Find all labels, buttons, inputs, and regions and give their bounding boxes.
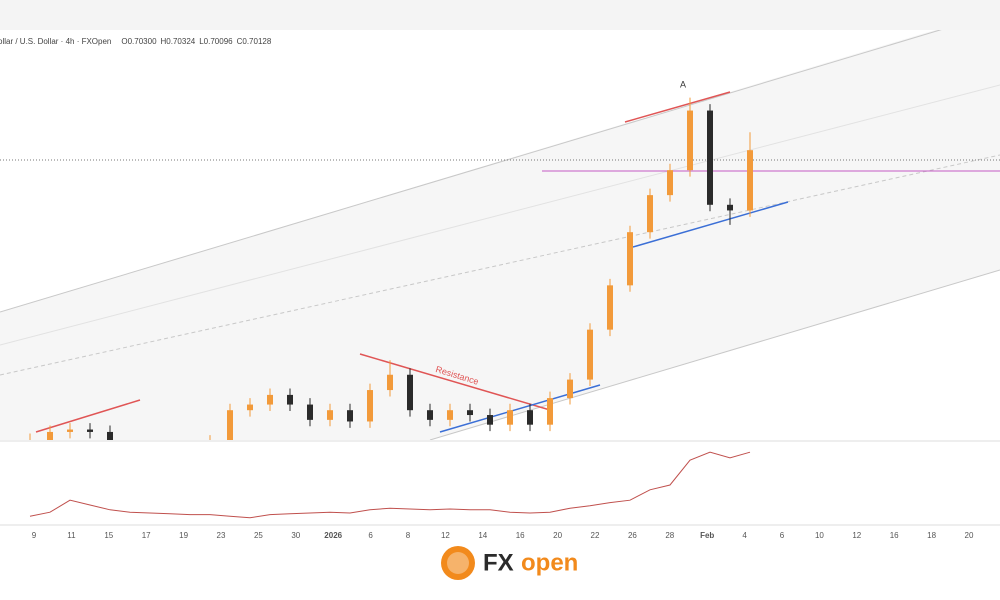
x-tick-label: 12: [852, 531, 861, 540]
x-tick-label: 30: [291, 531, 300, 540]
channel-inner: [0, 84, 1000, 346]
channel-lower: [429, 269, 1000, 440]
x-tick-label: 26: [628, 531, 637, 540]
x-tick-label: 10: [815, 531, 824, 540]
x-tick-label: 2026: [324, 531, 342, 540]
x-tick-label: 12: [441, 531, 450, 540]
candle-body: [367, 390, 373, 422]
candle-body: [327, 410, 333, 420]
brand-open: open: [521, 549, 578, 576]
candle-body: [147, 465, 153, 475]
x-axis: 9 11 15 17 19 23 25 30 2026 6 8 12 14 16 20 22 26 28 Feb 4 6…: [32, 531, 974, 540]
x-tick-label: 6: [368, 531, 373, 540]
candle-body: [167, 465, 173, 468]
candle-body: [127, 460, 133, 474]
x-tick-label: 25: [254, 531, 263, 540]
candle-body: [707, 110, 713, 205]
candle-body: [427, 410, 433, 420]
x-tick-label: 28: [665, 531, 674, 540]
candle-body: [687, 110, 693, 171]
x-tick-label: 18: [927, 531, 936, 540]
candle-body: [607, 285, 613, 330]
candle-body: [487, 415, 493, 425]
indicator-line: [29, 451, 751, 519]
candle-body: [667, 170, 673, 196]
logo-icon-inner: [447, 552, 469, 574]
candle-body: [347, 410, 353, 422]
ohlc-value: C0.70128: [237, 37, 272, 46]
x-tick-label: 11: [67, 531, 76, 540]
x-tick-label: 6: [780, 531, 785, 540]
x-tick-label: 15: [104, 531, 113, 540]
peak-label: A: [680, 79, 686, 89]
x-tick-label: 16: [890, 531, 899, 540]
x-tick-label: 22: [591, 531, 600, 540]
candle-body: [407, 374, 413, 411]
trend-red: [35, 399, 141, 433]
candle-body: [507, 410, 513, 425]
candle-body: [207, 442, 213, 455]
channel-upper: [0, 30, 942, 313]
trend-blue: [439, 384, 601, 433]
candle-body: [267, 394, 273, 405]
x-tick-label: 20: [965, 531, 974, 540]
symbol: ollar / U.S. Dollar · 4h · FXOpen: [0, 37, 111, 46]
candle-body: [527, 410, 533, 425]
candle-body: [567, 379, 573, 399]
x-tick-label: 20: [553, 531, 562, 540]
candle-body: [747, 150, 753, 211]
candle-body: [107, 431, 113, 440]
ohlc-value: L0.70096: [199, 37, 233, 46]
drawings: [0, 30, 1000, 475]
candle-body: [727, 204, 733, 211]
x-tick-label: 19: [179, 531, 188, 540]
trend-red: [624, 91, 731, 123]
candle-body: [247, 404, 253, 411]
candle-body: [447, 410, 453, 420]
ohlc-value: O0.70300: [121, 37, 157, 46]
ohlc-value: H0.70324: [161, 37, 196, 46]
candle-body: [227, 410, 233, 440]
candle-body: [47, 431, 53, 440]
candle-body: [87, 429, 93, 432]
x-tick-label: 16: [516, 531, 525, 540]
candle-body: [387, 374, 393, 391]
x-tick-label: 23: [217, 531, 226, 540]
resistance-line: [359, 353, 551, 411]
candle-body: [307, 404, 313, 420]
brand-fx: FX: [483, 549, 514, 576]
channel-mid: [0, 154, 1000, 376]
x-tick-label: 8: [406, 531, 411, 540]
candles: [29, 97, 753, 475]
candle-body: [587, 329, 593, 380]
x-tick-label: 9: [32, 531, 37, 540]
top-bar: [0, 0, 1000, 30]
candle-body: [647, 195, 653, 233]
candle-body: [627, 232, 633, 286]
candle-body: [187, 454, 193, 468]
candle-body: [467, 410, 473, 416]
candle-body: [287, 394, 293, 405]
x-tick-label: 17: [142, 531, 151, 540]
x-tick-label: Feb: [700, 531, 714, 540]
ohlc: O0.70300 H0.70324 L0.70096 C0.70128: [121, 37, 271, 46]
logo-icon: [441, 546, 475, 580]
candle-body: [67, 429, 73, 432]
candle-body: [547, 398, 553, 425]
trend-blue: [632, 201, 789, 248]
x-tick-label: 4: [742, 531, 747, 540]
channel-fill: [0, 30, 1000, 440]
x-tick-label: 14: [478, 531, 487, 540]
